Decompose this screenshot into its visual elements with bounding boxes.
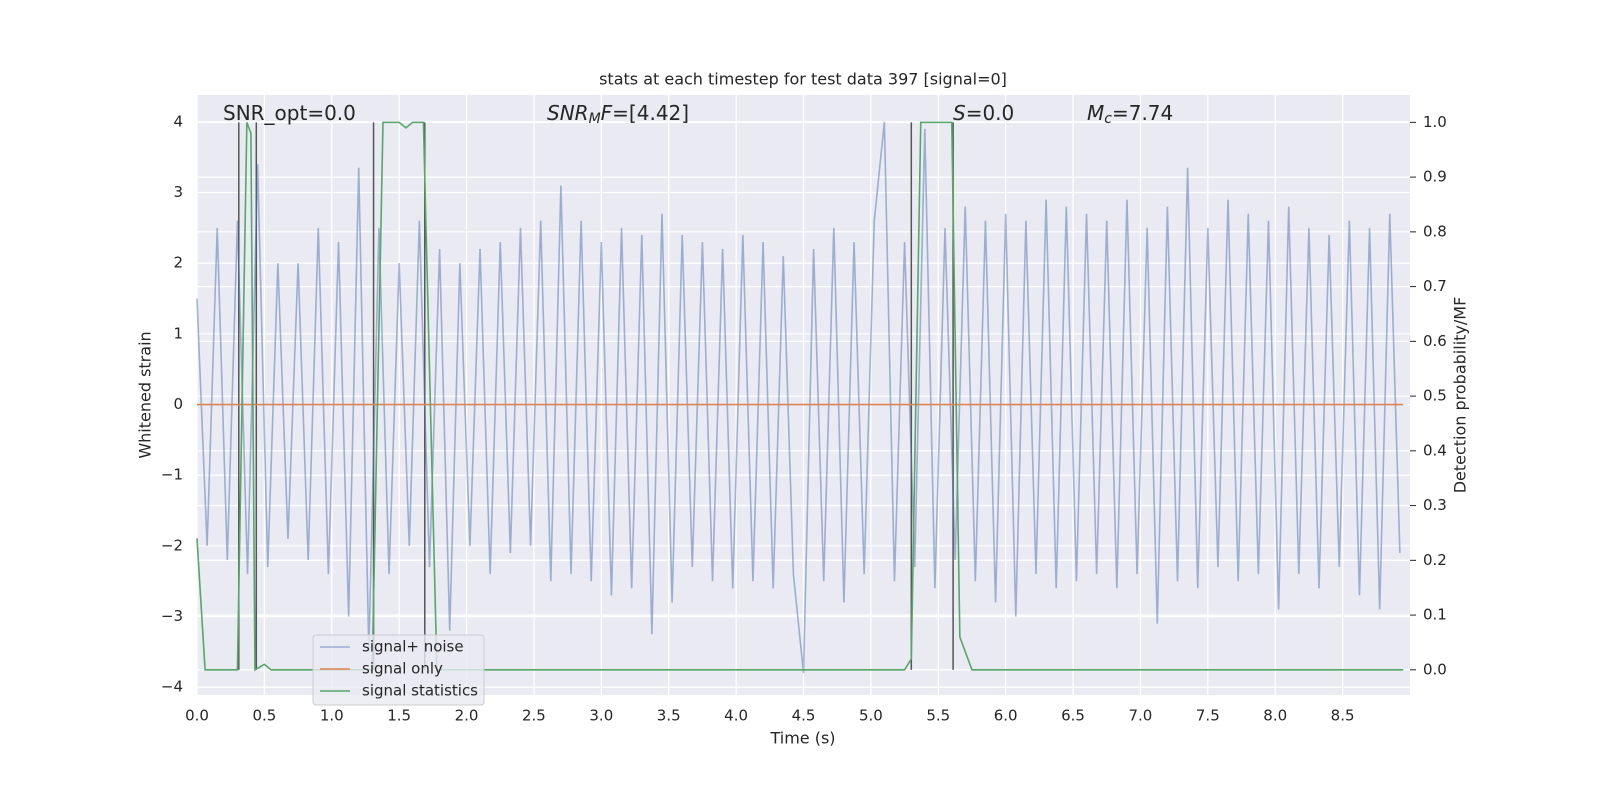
y2-tick-label: 0.8	[1423, 222, 1447, 240]
y2-tick-label: 0.3	[1423, 496, 1447, 514]
series-line	[196, 121, 1404, 672]
annotation: SNR_opt=0.0	[223, 101, 356, 125]
annotation-part: =7.74	[1112, 101, 1173, 125]
y-tick-label: 3	[173, 183, 183, 201]
chart-title: stats at each timestep for test data 397…	[599, 70, 1007, 89]
x-tick-label: 7.0	[1129, 707, 1153, 725]
x-tick-label: 1.5	[387, 707, 411, 725]
y-tick-label: 0	[173, 395, 183, 413]
annotation-part: F	[601, 101, 613, 125]
x-tick-label: 0.0	[185, 707, 209, 725]
x-tick-label: 6.5	[1061, 707, 1085, 725]
annotation: SNRMF=[4.42]	[547, 101, 689, 128]
legend-label: signal only	[362, 660, 443, 678]
y2-tick-label: 0.9	[1423, 168, 1447, 186]
x-tick-label: 5.5	[926, 707, 950, 725]
y2-tick-label: 0.7	[1423, 277, 1447, 295]
legend-label: signal statistics	[362, 682, 478, 700]
x-tick-label: 2.5	[522, 707, 546, 725]
x-tick-label: 1.0	[320, 707, 344, 725]
y2-tick-label: 0.5	[1423, 387, 1447, 405]
y-tick-label: 1	[173, 324, 183, 342]
y2-tick-label: 1.0	[1423, 113, 1447, 131]
annotation-part: SNR_opt=0.0	[223, 101, 356, 125]
legend-box	[312, 634, 485, 706]
x-tick-label: 5.0	[859, 707, 883, 725]
series-line	[196, 121, 1401, 674]
annotation-part: =0.0	[966, 101, 1015, 125]
x-tick-label: 6.0	[994, 707, 1018, 725]
y2-tick-label: 0.6	[1423, 332, 1447, 350]
y2-tick-label: 0.0	[1423, 660, 1447, 678]
x-axis-label: Time (s)	[769, 729, 835, 748]
annotation: Mc=7.74	[1087, 101, 1173, 128]
y-tick-label: −2	[161, 536, 183, 554]
y-tick-label: −4	[161, 678, 183, 696]
y-axis-label: Whitened strain	[136, 331, 155, 458]
annotation-part: S	[953, 101, 966, 125]
y-tick-label: −3	[161, 607, 183, 625]
x-tick-label: 0.5	[252, 707, 276, 725]
annotation-part: M	[1087, 101, 1104, 125]
x-tick-label: 8.5	[1331, 707, 1355, 725]
labels: 0.0 0.5 1.0 1.5 2.0 2.5 3.0 3.5 4.0 4.5 5.0 5.5 6.0 6…	[161, 101, 1447, 725]
y2-tick-label: 0.4	[1423, 441, 1447, 459]
y-tick-label: −1	[161, 466, 183, 484]
y2-axis-label: Detection probability/MF	[1451, 297, 1470, 494]
annotation: S=0.0	[953, 101, 1014, 125]
x-tick-label: 8.0	[1263, 707, 1287, 725]
x-tick-label: 4.0	[724, 707, 748, 725]
y2-tick-label: 0.1	[1423, 606, 1447, 624]
x-tick-label: 7.5	[1196, 707, 1220, 725]
marks	[196, 121, 1404, 674]
legend-label: signal+ noise	[362, 638, 464, 656]
annotation-part: M	[589, 111, 601, 127]
x-tick-label: 4.5	[792, 707, 816, 725]
x-tick-label: 3.5	[657, 707, 681, 725]
legend: signal+ noise signal only signal statistic…	[312, 634, 485, 706]
annotation-part: c	[1104, 111, 1112, 127]
y2-tick-label: 0.2	[1423, 551, 1447, 569]
x-tick-label: 2.0	[455, 707, 479, 725]
annotation-part: =[4.42]	[612, 101, 689, 125]
annotation-part: SNR	[547, 101, 589, 125]
x-tick-label: 3.0	[589, 707, 613, 725]
y-tick-label: 2	[173, 254, 183, 272]
y-tick-label: 4	[173, 112, 183, 130]
